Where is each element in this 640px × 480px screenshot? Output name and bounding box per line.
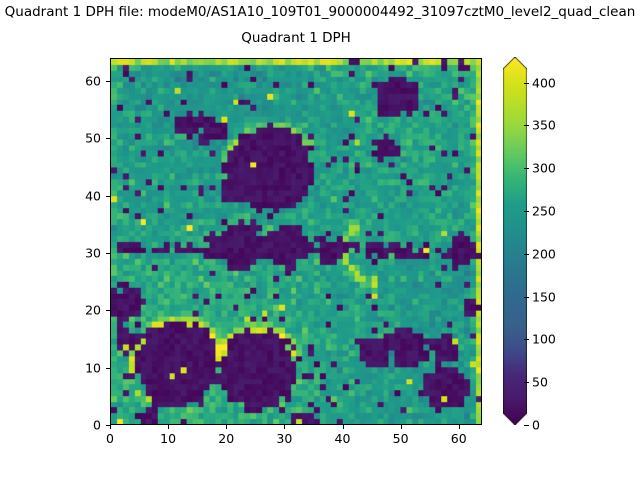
colorbar-tick-mark (524, 425, 529, 426)
x-tick-mark (284, 425, 286, 429)
colorbar-gradient (503, 57, 527, 425)
y-tick-mark (106, 310, 110, 312)
detector-heatmap-image[interactable] (111, 59, 481, 424)
colorbar-tick-label: 350 (532, 117, 556, 133)
x-tick-label: 20 (218, 431, 235, 446)
y-tick-mark (106, 425, 110, 426)
x-tick-label: 60 (450, 431, 467, 446)
x-tick-label: 10 (160, 431, 177, 446)
colorbar-tick-label: 250 (532, 203, 556, 219)
colorbar-tick-label: 50 (532, 374, 548, 390)
colorbar[interactable] (503, 57, 527, 425)
colorbar-tick-label: 100 (532, 331, 556, 347)
colorbar-tick-label: 400 (532, 75, 556, 91)
x-tick-label: 50 (392, 431, 409, 446)
x-tick-label: 0 (106, 431, 114, 446)
x-tick-mark (168, 425, 170, 429)
x-tick-mark (110, 425, 111, 429)
y-tick-label: 0 (93, 417, 101, 433)
y-tick-mark (106, 367, 110, 369)
colorbar-tick-mark (524, 82, 529, 84)
y-tick-mark (106, 195, 110, 197)
y-tick-mark (106, 252, 110, 254)
axes-title: Quadrant 1 DPH (241, 30, 351, 46)
heatmap-axes[interactable] (110, 58, 482, 425)
x-tick-mark (226, 425, 228, 429)
y-tick-mark (106, 80, 110, 82)
colorbar-tick-mark (524, 211, 529, 213)
y-tick-label: 20 (85, 302, 101, 318)
colorbar-tick-mark (524, 382, 529, 384)
colorbar-tick-label: 150 (532, 289, 556, 305)
figure-suptitle: Quadrant 1 DPH file: modeM0/AS1A10_109T0… (4, 4, 636, 20)
colorbar-tick-mark (524, 253, 529, 255)
x-tick-label: 30 (276, 431, 293, 446)
y-tick-label: 40 (85, 188, 101, 204)
x-tick-mark (342, 425, 344, 429)
x-tick-mark (458, 425, 460, 429)
x-tick-label: 40 (334, 431, 351, 446)
colorbar-tick-mark (524, 168, 529, 170)
colorbar-tick-mark (524, 125, 529, 127)
colorbar-tick-label: 300 (532, 160, 556, 176)
colorbar-tick-mark (524, 339, 529, 341)
colorbar-tick-label: 0 (532, 417, 540, 433)
y-tick-label: 30 (85, 245, 101, 261)
y-tick-label: 60 (85, 73, 101, 89)
y-tick-label: 50 (85, 130, 101, 146)
colorbar-tick-mark (524, 296, 529, 298)
y-tick-mark (106, 138, 110, 140)
x-tick-mark (400, 425, 402, 429)
colorbar-tick-label: 200 (532, 246, 556, 262)
y-tick-label: 10 (85, 360, 101, 376)
